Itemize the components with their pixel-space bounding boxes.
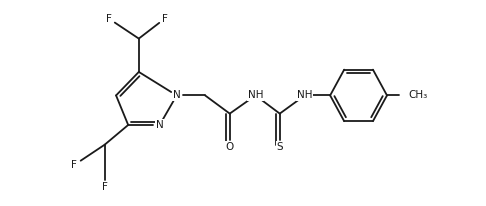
Text: O: O xyxy=(226,142,234,152)
Text: S: S xyxy=(277,142,283,152)
Text: NH: NH xyxy=(297,90,312,100)
Text: N: N xyxy=(156,120,163,130)
Text: F: F xyxy=(71,160,77,170)
Text: F: F xyxy=(105,14,111,23)
Text: F: F xyxy=(102,182,107,192)
Text: CH₃: CH₃ xyxy=(409,90,428,100)
Text: NH: NH xyxy=(248,90,263,100)
Text: F: F xyxy=(162,14,168,23)
Text: N: N xyxy=(173,90,181,100)
